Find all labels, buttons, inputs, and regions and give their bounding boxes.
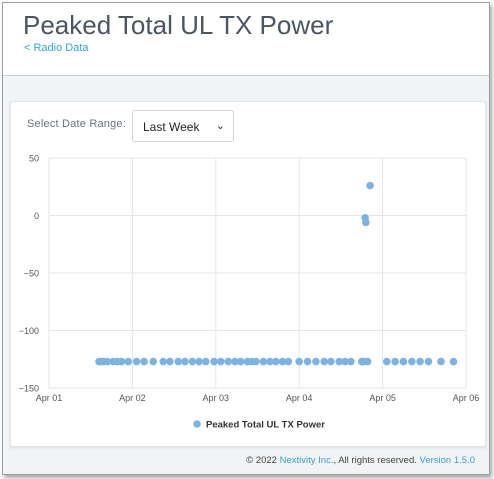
x-tick-label: Apr 04: [286, 393, 313, 403]
chevron-down-icon: ⌄: [215, 120, 225, 132]
data-point: [295, 357, 304, 366]
date-range-value: Last Week: [143, 120, 200, 134]
scatter-chart: 500−50−100−150 Apr 01 Apr 02 Apr 03 Apr 04 A…: [19, 154, 480, 431]
data-point: [278, 357, 287, 366]
data-point: [117, 357, 126, 366]
data-point: [132, 357, 141, 366]
main-content: Select Date Range: Last Week ⌄ 50 0 −50 −10…: [3, 76, 489, 474]
data-point: [341, 357, 349, 366]
data-point: [363, 357, 372, 366]
data-point: [272, 357, 280, 366]
data-point: [159, 357, 168, 366]
data-point: [140, 357, 148, 366]
data-point: [382, 357, 391, 366]
page-title: Peaked Total UL TX Power: [23, 10, 334, 40]
y-tick-label: 0: [34, 211, 39, 221]
back-to-radio-data-link[interactable]: < Radio Data: [24, 42, 89, 54]
x-tick-label: Apr 02: [119, 393, 146, 403]
chart-legend: Peaked Total UL TX Power: [193, 420, 325, 431]
y-tick-label: −150: [19, 384, 39, 394]
data-point: [284, 357, 293, 366]
data-point: [181, 357, 189, 366]
data-point: [259, 357, 268, 366]
data-point: [266, 357, 274, 366]
data-point: [320, 357, 329, 366]
data-point: [103, 357, 112, 366]
data-point: [327, 357, 335, 366]
data-point: [252, 357, 260, 366]
company-link[interactable]: Nextivity Inc.: [279, 455, 334, 466]
data-point: [347, 357, 355, 366]
chart-card: Select Date Range: Last Week ⌄ 50 0 −50 −10…: [10, 101, 486, 447]
date-range-label: Select Date Range:: [27, 118, 126, 130]
version-link[interactable]: Version 1.5.0: [419, 455, 475, 466]
x-tick-label: Apr 06: [453, 393, 480, 403]
data-point: [188, 357, 197, 366]
y-tick-label: −50: [24, 269, 39, 279]
y-axis-ticks: 50 0 −50 −100 −150: [19, 154, 39, 394]
data-point: [437, 357, 445, 366]
data-point: [224, 357, 233, 366]
copyright-text: © 2022: [246, 455, 277, 466]
data-point: [174, 357, 183, 366]
data-point: [416, 357, 424, 366]
data-point: [166, 357, 174, 366]
data-point: [407, 357, 416, 366]
legend-label: Peaked Total UL TX Power: [206, 420, 325, 431]
rights-text: , All rights reserved.: [333, 455, 417, 466]
data-point: [217, 357, 225, 366]
data-point: [303, 357, 312, 366]
data-point: [231, 357, 239, 366]
x-tick-label: Apr 03: [203, 393, 230, 403]
y-tick-label: −100: [19, 326, 39, 336]
page-footer: © 2022 Nextivity Inc., All rights reserv…: [3, 455, 489, 466]
data-points: [95, 181, 458, 366]
page-header: Peaked Total UL TX Power < Radio Data: [3, 3, 489, 76]
data-point: [237, 357, 245, 366]
data-point: [449, 357, 458, 366]
x-tick-label: Apr 01: [36, 393, 63, 403]
app-window: Peaked Total UL TX Power < Radio Data Se…: [2, 2, 490, 475]
date-range-select[interactable]: Last Week ⌄: [132, 110, 234, 142]
y-tick-label: 50: [29, 154, 39, 164]
data-point: [362, 218, 370, 227]
data-point: [124, 357, 133, 366]
chart-grid: [48, 157, 467, 389]
data-point: [335, 357, 344, 366]
data-point: [312, 357, 320, 366]
data-point: [391, 357, 399, 366]
data-point: [149, 357, 158, 366]
data-point: [366, 181, 374, 190]
data-point: [424, 357, 433, 366]
legend-marker: [193, 420, 201, 428]
data-point: [195, 357, 203, 366]
data-point: [210, 357, 218, 366]
data-point: [399, 357, 408, 366]
x-axis-ticks: Apr 01 Apr 02 Apr 03 Apr 04 Apr 05 Apr 06: [36, 393, 480, 403]
data-point: [201, 357, 210, 366]
x-tick-label: Apr 05: [369, 393, 396, 403]
